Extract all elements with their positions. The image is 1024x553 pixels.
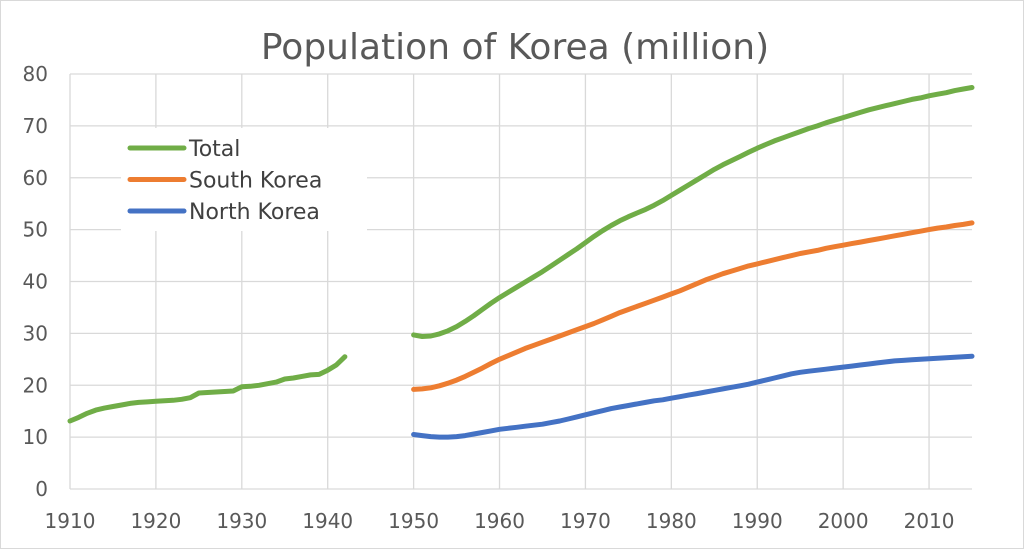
legend-label: North Korea xyxy=(189,200,320,225)
x-tick-label: 1970 xyxy=(560,509,611,533)
y-tick-label: 20 xyxy=(23,373,48,397)
x-tick-label: 2000 xyxy=(818,509,869,533)
y-tick-label: 50 xyxy=(23,218,48,242)
x-tick-label: 1960 xyxy=(474,509,525,533)
series-total xyxy=(67,85,975,424)
y-tick-label: 70 xyxy=(23,114,48,138)
x-tick-label: 1910 xyxy=(45,509,96,533)
y-tick-label: 60 xyxy=(23,166,48,190)
series-lines xyxy=(67,85,975,440)
y-tick-label: 30 xyxy=(23,321,48,345)
x-tick-label: 1980 xyxy=(646,509,697,533)
y-axis-tick-labels: 0 10 20 30 40 50 60 70 80 xyxy=(23,62,48,501)
x-tick-label: 1920 xyxy=(130,509,181,533)
legend: Total South Korea North Korea xyxy=(121,128,367,231)
legend-label: South Korea xyxy=(189,169,322,194)
series-south-korea xyxy=(411,220,975,392)
x-tick-label: 1930 xyxy=(216,509,267,533)
y-tick-label: 0 xyxy=(35,477,48,501)
x-tick-label: 1940 xyxy=(302,509,353,533)
x-axis-tick-labels: 1910 1920 1930 1940 1950 1960 1970 1980 1990 2000… xyxy=(45,509,955,533)
series-north-korea xyxy=(411,353,975,440)
y-tick-label: 10 xyxy=(23,425,48,449)
series-line-segment xyxy=(67,354,348,424)
series-line-segment xyxy=(411,353,975,440)
series-line-segment xyxy=(411,220,975,392)
y-tick-label: 40 xyxy=(23,270,48,294)
legend-label: Total xyxy=(188,137,240,162)
x-tick-label: 1990 xyxy=(732,509,783,533)
y-tick-label: 80 xyxy=(23,62,48,86)
x-tick-label: 1950 xyxy=(388,509,439,533)
series-line-segment xyxy=(411,85,975,339)
chart-title: Population of Korea (million) xyxy=(261,27,769,68)
x-tick-label: 2010 xyxy=(904,509,955,533)
